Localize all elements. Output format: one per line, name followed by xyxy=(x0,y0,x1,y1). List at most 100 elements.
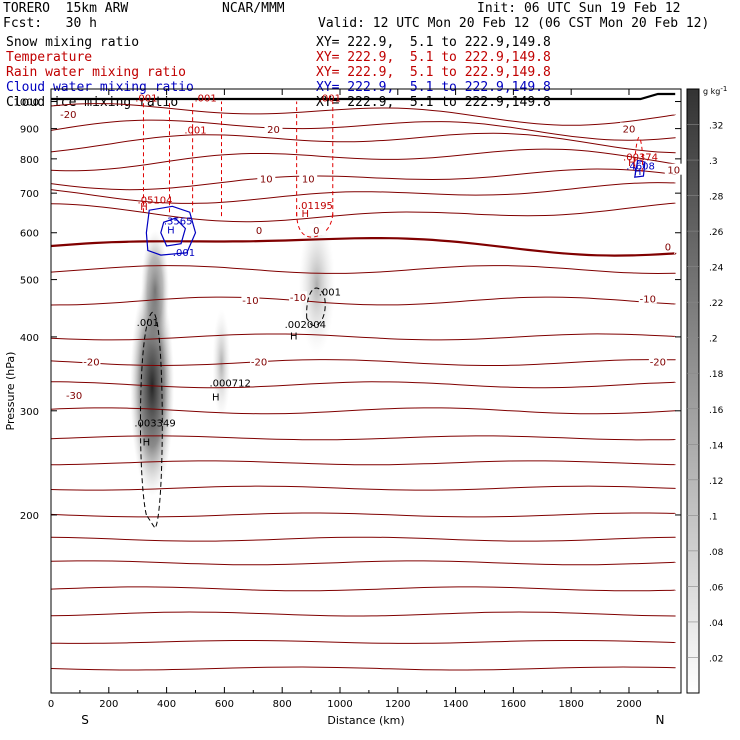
isotherm-line xyxy=(51,560,676,566)
axes: 0 200 400 600 800 1000 1200 1400 1600 1800 2000Dis… xyxy=(4,89,681,727)
y-tick-label: 700 xyxy=(20,189,39,200)
isotherm-label-bg xyxy=(307,224,326,236)
plot-frame xyxy=(50,88,682,694)
x-tick-label: 2000 xyxy=(616,699,641,710)
isotherm-line xyxy=(51,485,676,491)
ice-plume-main-lower xyxy=(141,230,170,351)
colorbar-label: .06 xyxy=(709,583,724,593)
isotherm-line xyxy=(51,236,677,257)
maximum-label: .001 xyxy=(194,94,216,105)
isotherm-label-bg xyxy=(299,172,318,184)
isotherm-line xyxy=(51,435,676,441)
maximum-label: H xyxy=(290,331,298,342)
isotherm-line xyxy=(51,381,676,389)
isotherm-label-bg xyxy=(257,172,276,184)
maximum-label: .000712 xyxy=(209,378,250,389)
isotherm-line xyxy=(51,132,676,154)
isotherm-label-bg xyxy=(638,292,657,304)
colorbar-scale xyxy=(686,88,700,694)
maximum-label: H xyxy=(302,209,310,220)
isotherm-line xyxy=(51,460,676,466)
isotherm-label: -10 xyxy=(290,293,306,304)
isotherm-label: -20 xyxy=(650,358,666,369)
legend-cloud-water-label: Cloud water mixing ratio xyxy=(6,80,194,95)
isotherm-label: -10 xyxy=(640,294,656,305)
cloud-water-contour-inner xyxy=(160,217,187,247)
isotherm-label-bg xyxy=(664,163,683,175)
cloud-water-contour-outer xyxy=(145,205,197,256)
maximum-label: H xyxy=(628,158,636,169)
maximum-label: .4608 xyxy=(626,161,655,172)
colorbar-label: .22 xyxy=(709,299,723,309)
x-tick-label: 800 xyxy=(273,699,292,710)
legend-snow-label: Snow mixing ratio xyxy=(6,35,140,50)
maximum-label: .002004 xyxy=(285,320,326,331)
isotherm-line xyxy=(51,333,676,341)
y-tick-label: 300 xyxy=(20,407,39,418)
y-tick-label: 800 xyxy=(20,155,39,166)
colorbar-label: .32 xyxy=(709,122,723,132)
x-tick-label: 1400 xyxy=(443,699,468,710)
south-label: S xyxy=(81,713,89,727)
surface-line xyxy=(51,92,676,101)
y-tick-label: 500 xyxy=(20,276,39,287)
isotherm-label: -20 xyxy=(83,358,99,369)
legend-snow-xy: XY= 222.9, 5.1 to 222.9,149.8 xyxy=(316,35,551,50)
colorbar-label: .02 xyxy=(709,654,723,664)
isotherm-line xyxy=(51,359,676,367)
x-tick-label: 1000 xyxy=(327,699,352,710)
isotherm-label: 20 xyxy=(267,125,280,136)
isotherm-label: 10 xyxy=(667,166,680,177)
maximum-label: .001 xyxy=(184,125,206,136)
maximum-label: H xyxy=(634,167,642,178)
legend-cloud-water-xy: XY= 222.9, 5.1 to 222.9,149.8 xyxy=(316,80,551,95)
maximum-label: .001 xyxy=(137,318,159,329)
isotherm-line xyxy=(51,119,676,141)
forecast-hour: Fcst: 30 h xyxy=(3,16,97,31)
legend-rain-label: Rain water mixing ratio xyxy=(6,65,187,80)
maximum-label: .00374 xyxy=(623,152,658,163)
isotherm-line xyxy=(51,148,676,172)
isotherm-label-bg xyxy=(65,388,84,400)
isotherm-line xyxy=(51,611,676,617)
colorbar: .02 .04 .06 .08 .1 .12 .14 .16 .18 .2 .22 .24 .26 .28… xyxy=(686,85,727,694)
maximum-label: H xyxy=(212,393,220,404)
isotherm-label: 10 xyxy=(302,175,315,186)
x-tick-label: 600 xyxy=(215,699,234,710)
legend-temperature-xy: XY= 222.9, 5.1 to 222.9,149.8 xyxy=(316,50,551,65)
colorbar-label: .04 xyxy=(709,619,724,629)
isotherm-label: -20 xyxy=(251,358,267,369)
isotherm-label-bg xyxy=(241,294,260,306)
isotherm-label-bg xyxy=(250,355,269,367)
isotherm-line xyxy=(51,639,676,644)
isotherm-line xyxy=(51,265,676,274)
y-axis-label: Pressure (hPa) xyxy=(4,352,17,431)
x-tick-label: 0 xyxy=(48,699,54,710)
isotherm-label-bg xyxy=(289,291,308,303)
x-tick-label: 1600 xyxy=(501,699,526,710)
maximum-label: .001 xyxy=(135,94,157,105)
isotherm-label: 10 xyxy=(260,175,273,186)
isotherm-line xyxy=(51,536,676,542)
colorbar-label: .24 xyxy=(709,264,724,274)
isotherm-label: 0 xyxy=(313,226,319,237)
init-time: Init: 06 UTC Sun 19 Feb 12 xyxy=(477,1,681,16)
x-tick-label: 1200 xyxy=(385,699,410,710)
plot-border xyxy=(50,88,682,694)
maximum-label: H xyxy=(140,202,148,213)
isotherm-line xyxy=(51,666,676,671)
isotherm-label-bg xyxy=(59,108,78,120)
isotherm-line xyxy=(51,103,676,126)
legend-temperature-label: Temperature xyxy=(6,50,93,65)
isotherm-label: 0 xyxy=(256,226,262,237)
north-label: N xyxy=(656,713,665,727)
y-tick-label: 600 xyxy=(20,229,39,240)
isotherm-label-bg xyxy=(250,224,269,236)
model-title: TORERO 15km ARW xyxy=(3,1,129,16)
colorbar-label: .08 xyxy=(709,548,724,558)
y-tick-label: 400 xyxy=(20,333,39,344)
maximum-label: .003349 xyxy=(134,419,175,430)
isotherm-label-bg xyxy=(648,355,667,367)
